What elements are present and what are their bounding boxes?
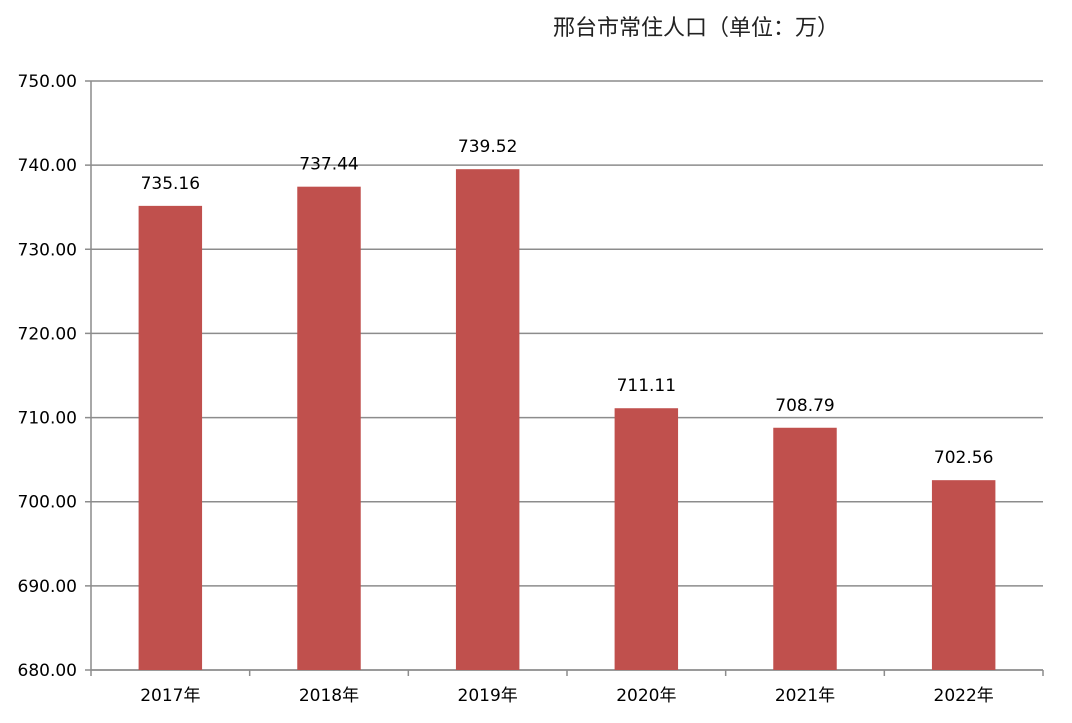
y-tick-label: 730.00 (18, 240, 77, 260)
x-tick-label: 2021年 (775, 686, 835, 706)
data-label: 735.16 (141, 174, 200, 194)
y-tick-label: 750.00 (18, 72, 77, 92)
bar (138, 205, 203, 671)
x-tick-label: 2018年 (299, 686, 359, 706)
data-label: 739.52 (458, 137, 517, 157)
bar (773, 427, 837, 670)
x-tick-label: 2017年 (140, 686, 200, 706)
data-label: 708.79 (775, 396, 834, 416)
y-tick-label: 720.00 (18, 324, 77, 344)
data-label: 702.56 (934, 448, 993, 468)
y-tick-label: 740.00 (18, 156, 77, 176)
y-tick-label: 690.00 (18, 577, 77, 597)
y-tick-label: 680.00 (18, 661, 77, 681)
bar (614, 408, 679, 670)
bar (931, 480, 996, 670)
data-label: 737.44 (299, 155, 358, 175)
y-tick-label: 710.00 (18, 409, 77, 429)
data-label: 711.11 (617, 376, 676, 396)
y-tick-label: 700.00 (18, 493, 77, 513)
bar (297, 186, 361, 671)
bar (455, 169, 520, 671)
x-tick-label: 2019年 (458, 686, 518, 706)
x-tick-label: 2020年 (616, 686, 676, 706)
chart-title: 邢台市常住人口（单位：万） (552, 16, 839, 41)
x-tick-label: 2022年 (934, 686, 994, 706)
